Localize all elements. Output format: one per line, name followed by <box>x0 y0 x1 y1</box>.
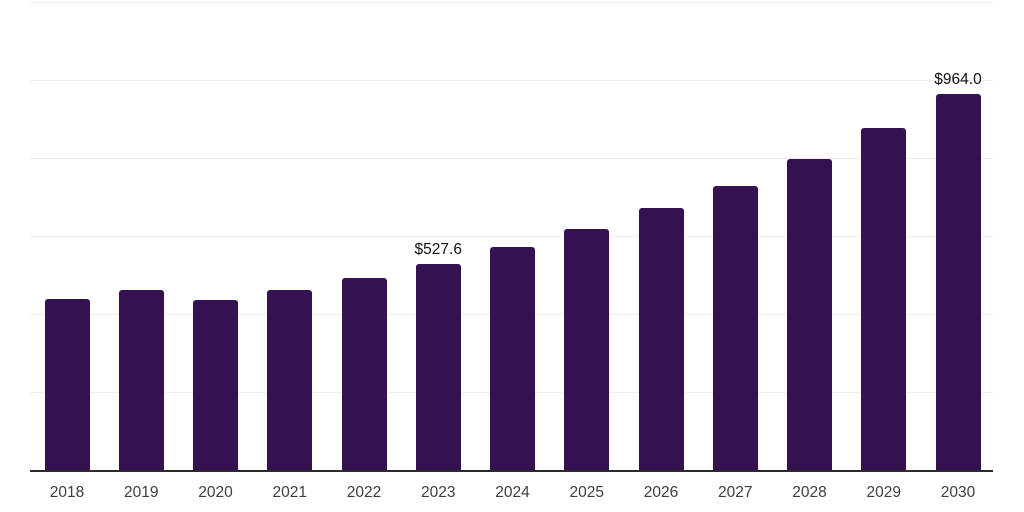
x-tick-label-2024: 2024 <box>495 484 530 501</box>
x-tick-label-2022: 2022 <box>346 484 382 501</box>
x-tick-label-2020: 2020 <box>198 484 233 501</box>
x-tick-label-2030: 2030 <box>940 484 976 501</box>
bar-2027[interactable] <box>712 185 758 470</box>
bar-2030[interactable] <box>935 94 981 470</box>
x-tick-label-2021: 2021 <box>272 484 307 501</box>
x-tick-label-2027: 2027 <box>718 484 753 501</box>
x-tick-label-2023: 2023 <box>421 484 456 501</box>
bar-2025[interactable] <box>564 228 610 470</box>
value-label-2030: $964.0 <box>934 71 982 89</box>
value-label-2023: $527.6 <box>414 241 462 259</box>
bar-2024[interactable] <box>490 246 535 470</box>
bar-2018[interactable] <box>44 298 90 470</box>
bar-2023[interactable] <box>415 264 461 470</box>
gridline <box>30 2 993 3</box>
bar-2019[interactable] <box>118 289 164 470</box>
gridline <box>30 80 993 81</box>
plot-area: $527.6 $964.0 <box>30 2 993 472</box>
bar-2029[interactable] <box>861 128 907 470</box>
x-tick-label-2026: 2026 <box>643 484 679 501</box>
bar-2022[interactable] <box>341 277 387 470</box>
x-tick-label-2019: 2019 <box>124 484 159 501</box>
bar-2028[interactable] <box>787 159 832 470</box>
bar-2026[interactable] <box>638 207 684 470</box>
bar-2021[interactable] <box>267 289 313 470</box>
x-tick-label-2018: 2018 <box>49 484 85 501</box>
x-tick-label-2025: 2025 <box>569 484 604 501</box>
bar-2020[interactable] <box>193 299 238 470</box>
gridline <box>30 236 993 237</box>
x-tick-label-2028: 2028 <box>792 484 827 501</box>
gridline <box>30 158 993 159</box>
x-tick-label-2029: 2029 <box>866 484 901 501</box>
